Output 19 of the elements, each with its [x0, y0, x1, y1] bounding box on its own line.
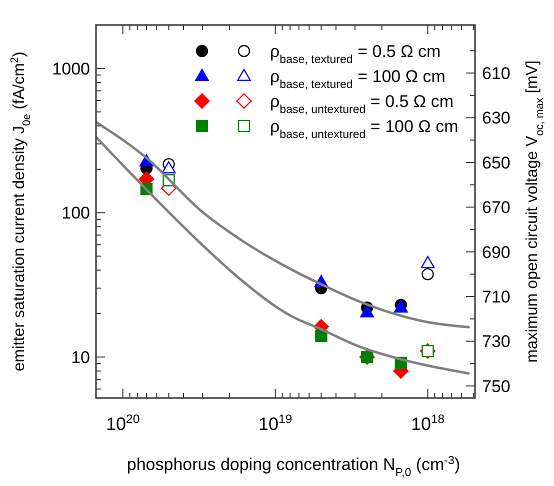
y2-tick-label: 610: [482, 64, 510, 84]
legend-label: ρ$_{base, textured}$ = 0.5 Ω cm: [270, 42, 441, 66]
x-tick-label: 10$^{18}$: [410, 412, 445, 434]
x-tick-label: 10$^{20}$: [106, 412, 140, 434]
y2-tick-label: 710: [482, 288, 510, 307]
y2-tick-label: 690: [482, 242, 510, 262]
y-tick-label: 10: [71, 348, 90, 368]
x-axis-title: phosphorus doping concentration N$_{P,0}$ (cm$^{-3}$): [126, 455, 460, 479]
legend-label: ρ$_{base, untextured}$ = 0.5 Ω cm: [270, 92, 454, 116]
y2-tick-label: 670: [482, 198, 510, 218]
legend-label: ρ$_{base, textured}$ = 100 Ω cm: [270, 67, 446, 91]
y2-tick-label: 750: [482, 376, 510, 396]
y-tick-label: 1000: [52, 59, 90, 78]
x-tick-label: 10$^{19}$: [258, 412, 292, 434]
y2-tick-label: 730: [482, 332, 510, 352]
y-tick-label: 100: [62, 204, 90, 223]
legend-label: ρ$_{base, untextured}$ = 100 Ω cm: [270, 117, 458, 141]
y2-tick-label: 650: [482, 153, 510, 172]
y2-tick-label: 630: [482, 108, 510, 128]
